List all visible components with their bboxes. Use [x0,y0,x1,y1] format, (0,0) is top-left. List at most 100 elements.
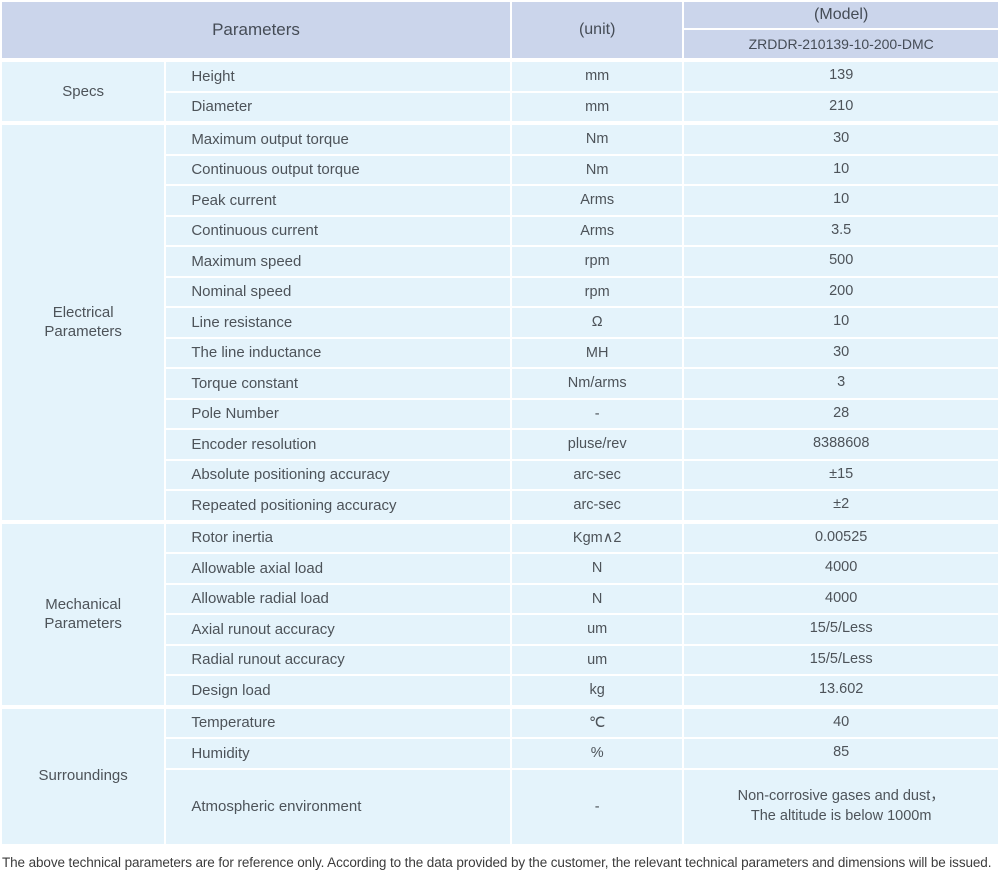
param-name: The line inductance [166,338,510,367]
table-row: Atmospheric environment - Non-corrosive … [2,769,998,844]
param-name: Design load [166,676,510,705]
table-row: The line inductance MH 30 [2,338,998,367]
param-name: Height [166,62,510,91]
table-row: Continuous current Arms 3.5 [2,216,998,245]
param-value: 4000 [684,554,998,583]
param-value: 200 [684,277,998,306]
param-unit: pluse/rev [512,430,683,459]
column-header-unit: (unit) [512,2,683,58]
param-value: 30 [684,125,998,154]
param-value: 3 [684,369,998,398]
table-row: Humidity % 85 [2,739,998,768]
param-unit: arc-sec [512,491,683,520]
section-label-surroundings: Surroundings [2,708,165,844]
table-row: Allowable axial load N 4000 [2,554,998,583]
param-unit: ℃ [512,708,683,737]
param-name: Continuous current [166,216,510,245]
param-unit: N [512,584,683,613]
param-unit: Arms [512,216,683,245]
param-unit: Ω [512,308,683,337]
param-unit: mm [512,62,683,91]
param-name: Absolute positioning accuracy [166,460,510,489]
param-name: Allowable radial load [166,584,510,613]
table-row: Pole Number - 28 [2,399,998,428]
param-name: Humidity [166,739,510,768]
param-name: Radial runout accuracy [166,645,510,674]
param-value: 28 [684,399,998,428]
param-value: 15/5/Less [684,645,998,674]
param-unit: Nm [512,155,683,184]
param-name: Diameter [166,92,510,121]
param-name: Allowable axial load [166,554,510,583]
param-value: 10 [684,186,998,215]
param-unit: Kgm∧2 [512,523,683,552]
table-row: Electrical Parameters Maximum output tor… [2,125,998,520]
param-value: 500 [684,247,998,276]
model-number-row: ZRDDR-210139-10-200-DMC [2,30,998,58]
param-unit: - [512,769,683,844]
param-name: Axial runout accuracy [166,615,510,644]
param-name: Atmospheric environment [166,769,510,844]
param-value: 10 [684,308,998,337]
param-value: 15/5/Less [684,615,998,644]
param-unit: - [512,399,683,428]
param-value: Non-corrosive gases and dust， The altitu… [684,769,998,844]
table-row: Radial runout accuracy um 15/5/Less [2,645,998,674]
param-unit: rpm [512,247,683,276]
param-value: 3.5 [684,216,998,245]
table-row: Line resistance Ω 10 [2,308,998,337]
param-unit: kg [512,676,683,705]
param-unit: Nm [512,125,683,154]
param-unit: mm [512,92,683,121]
param-value: 10 [684,155,998,184]
table-row: Encoder resolution pluse/rev 8388608 [2,430,998,459]
table-row: Axial runout accuracy um 15/5/Less [2,615,998,644]
table-row: Diameter mm 210 [2,92,998,121]
param-unit: um [512,615,683,644]
param-unit: Nm/arms [512,369,683,398]
table-row: Allowable radial load N 4000 [2,584,998,613]
table-row: Continuous output torque Nm 10 [2,155,998,184]
param-value: 30 [684,338,998,367]
param-name: Nominal speed [166,277,510,306]
table-row: Nominal speed rpm 200 [2,277,998,306]
param-value: 4000 [684,584,998,613]
param-value: ±2 [684,491,998,520]
param-name: Continuous output torque [166,155,510,184]
param-value: 8388608 [684,430,998,459]
column-header-parameters: Parameters [2,2,510,58]
param-unit: N [512,554,683,583]
param-value: 13.602 [684,676,998,705]
param-name: Temperature [166,708,510,737]
param-name: Rotor inertia [166,523,510,552]
table-row: Torque constant Nm/arms 3 [2,369,998,398]
param-name: Torque constant [166,369,510,398]
param-name: Repeated positioning accuracy [166,491,510,520]
param-value: 0.00525 [684,523,998,552]
section-label-mechanical-parameters: Mechanical Parameters [2,523,165,705]
param-unit: arc-sec [512,460,683,489]
model-number: ZRDDR-210139-10-200-DMC [684,30,998,58]
table-row: Repeated positioning accuracy arc-sec ±2 [2,491,998,520]
table-row: Specs Height mm 139 [2,62,998,121]
param-name: Peak current [166,186,510,215]
param-name: Encoder resolution [166,430,510,459]
param-unit: MH [512,338,683,367]
table-row: Surroundings Temperature ℃ 40 [2,708,998,844]
param-name: Line resistance [166,308,510,337]
param-value: 210 [684,92,998,121]
param-name: Maximum speed [166,247,510,276]
header-row: Parameters (unit) (Model) [2,2,998,58]
param-unit: % [512,739,683,768]
column-header-model: (Model) [684,2,998,28]
section-label-electrical-parameters: Electrical Parameters [2,125,165,520]
table-row: Maximum speed rpm 500 [2,247,998,276]
param-name: Pole Number [166,399,510,428]
section-label-specs: Specs [2,62,165,121]
parameters-table: Parameters (unit) (Model) ZRDDR-210139-1… [2,2,998,844]
param-unit: Arms [512,186,683,215]
table-row: Mechanical Parameters Rotor inertia Kgm∧… [2,523,998,705]
param-unit: rpm [512,277,683,306]
param-value: 139 [684,62,998,91]
